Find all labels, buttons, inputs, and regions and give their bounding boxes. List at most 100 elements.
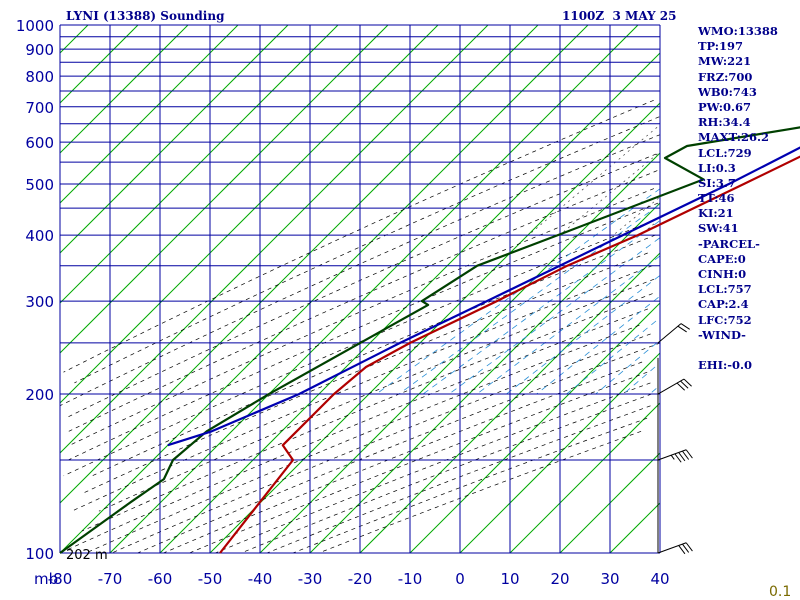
temperature-tick-label: 0 [455,570,465,588]
index-line [698,343,778,358]
dry-adiabat [69,188,655,446]
moist-adiabat [506,275,660,395]
sounding-series [59,126,800,554]
index-line: WMO:13388 [698,24,778,38]
temperature-tick-label: -10 [398,570,423,588]
index-line: MAXT:26.2 [698,130,769,145]
index-line: SI:3.7 [698,175,736,190]
surface-height-label: 202 m [66,548,108,563]
isotherm-line [59,24,239,204]
dry-adiabat [59,134,661,407]
isotherm-line [609,502,661,554]
mixing-ratio-line [559,153,658,236]
dry-adiabat [292,417,648,554]
dry-adiabat [59,308,649,554]
pressure-tick-label: 100 [25,545,54,563]
index-line: EHI:-0.0 [698,358,753,373]
index-line: CAPE:0 [698,251,746,266]
isobar-lines [59,24,661,554]
index-line: CINH:0 [698,267,747,281]
sounding-series-3 [167,146,800,447]
pressure-tick-label: 400 [25,227,54,245]
pressure-tick-label: 700 [25,99,54,117]
index-line: FRZ:700 [698,69,753,84]
dry-adiabat [68,202,659,461]
temperature-tick-label: 10 [500,570,519,588]
index-line: -WIND- [698,327,746,342]
temperature-tick-label: -70 [98,570,123,588]
sounding-series-1 [219,155,800,554]
dry-adiabat [266,405,651,554]
pressure-tick-label: 600 [25,134,54,152]
dry-adiabat [85,324,640,554]
isotherm-line [59,24,539,504]
dry-adiabat [63,99,654,373]
isotherm-line [109,24,639,554]
isotherm-line [59,24,439,404]
moist-adiabat [595,342,658,395]
stability-indices-panel: WMO:13388 TP:197 MW:221 FRZ:700 WB0:743 PW:0.… [698,24,778,373]
isotherm-line [209,102,661,554]
pressure-tick-label: 900 [25,41,54,59]
dry-adiabat [111,333,651,554]
dry-adiabat [240,393,652,554]
pressure-tick-label: 300 [25,293,54,311]
temperature-tick-label: 20 [550,570,569,588]
dry-adiabat [68,170,658,432]
index-line: LCL:729 [698,145,752,160]
pressure-tick-label: 800 [25,68,54,86]
dry-adiabat [63,218,659,477]
dry-adiabat [98,278,655,512]
index-line: LI:0.3 [698,160,736,175]
isotherm-line [59,24,339,304]
index-line: LFC:752 [698,312,752,327]
isotherm-line [59,24,489,454]
x-axis-unit-label: mb [34,570,58,588]
temperature-tick-label: 30 [600,570,619,588]
sounding-series-2 [59,126,800,554]
index-line: TT:46 [698,191,735,206]
mixing-ratio-labels: 0.10.20.61.02.03.05.010.020.040g/kg [769,584,791,600]
index-line: MW:221 [698,54,752,69]
mixing-ratio-label: 0.1 [769,584,791,600]
moist-adiabat [536,296,659,395]
temperature-tick-label: -60 [148,570,173,588]
index-line: CAP:2.4 [698,297,749,312]
temperature-tick-label: -40 [248,570,273,588]
index-line: WB0:743 [698,84,757,99]
pressure-tick-label: 500 [25,176,54,194]
wind-barb [657,378,692,395]
index-line: KI:21 [698,206,734,221]
moist-adiabat [448,237,660,395]
moist-adiabat [649,388,657,395]
isotherm-line [59,24,139,104]
station-title: LYNI (13388) Sounding [66,9,225,23]
temperature-tick-label: 40 [650,570,669,588]
wind-barbs [657,323,693,555]
isotherm-line [409,302,661,554]
observation-time: 1100Z 3 MAY 25 [562,9,677,23]
temperature-tick-label: -30 [298,570,323,588]
temperature-tick-label: -50 [198,570,223,588]
mixing-ratio-line [528,127,658,236]
isotherm-line [59,24,589,554]
dry-adiabat [74,116,660,384]
index-line: TP:197 [698,39,744,54]
mixing-ratio-line [612,197,659,236]
index-line: SW:41 [698,221,739,236]
index-line: RH:34.4 [698,115,751,130]
moist-adiabat [422,220,660,395]
isotherm-line [59,24,189,154]
pressure-tick-labels: 1000 900 800 700 600 500 400 300 200 100 [16,17,54,563]
moist-adiabat [566,320,657,395]
isotherm-line [59,24,89,54]
mixing-ratio-lines [528,127,659,236]
pressure-tick-label: 1000 [16,17,54,35]
dry-adiabat [71,265,653,512]
temperature-tick-labels: -80 -70 -60 -50 -40 -30 -20 -10 0 10 20 30 40 [48,570,670,588]
dry-adiabat [318,430,642,554]
isotherm-line [309,202,661,554]
pressure-tick-label: 200 [25,386,54,404]
isotherm-line [509,402,661,554]
